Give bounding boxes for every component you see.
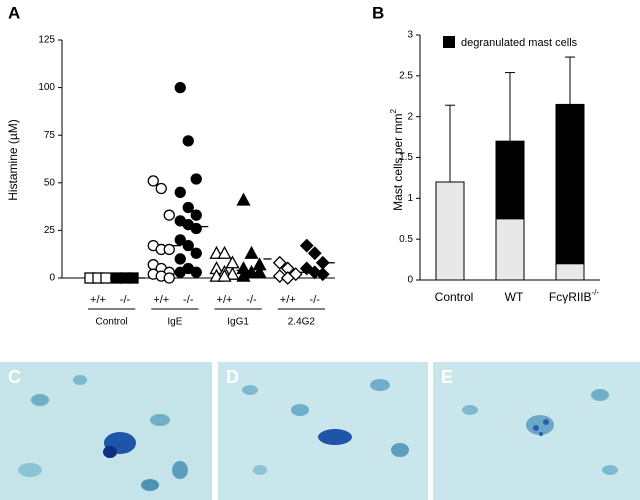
point [236,268,251,282]
y-tick-label: 1 [407,193,413,204]
point [236,192,251,206]
point [174,81,186,94]
y-tick-label: 0 [407,275,413,286]
bar-segment [555,103,585,265]
point [100,272,112,284]
y-axis-label: Mast cells per mm2 [389,109,405,211]
y-axis-label-sup: 2 [389,109,398,114]
legend-label: degranulated mast cells [461,37,578,49]
panel-label: B [372,3,384,22]
point [315,267,330,282]
x-tick-label-text: WT [505,290,524,304]
point [182,201,194,214]
x-tick-label-text: FcγRIIB [549,290,592,304]
point [217,268,232,282]
group-label: IgG1 [227,317,249,328]
point [190,247,202,259]
point [182,239,194,252]
point [155,182,167,195]
y-tick-label: 0 [49,273,55,284]
group-label: 2.4G2 [288,317,316,328]
subgroup-label: -/- [310,294,321,306]
y-tick-label: 75 [44,130,56,141]
bar-segment [495,218,525,281]
micrograph-label: D [226,367,239,387]
point [174,266,186,278]
point [252,264,267,278]
x-tick-label: WT [505,290,524,304]
subgroup-label: -/- [183,294,194,306]
point [190,266,202,278]
point [307,246,322,261]
bar-segment [435,181,465,281]
point [190,209,202,221]
y-axis-label: Histamine (µM) [6,119,20,201]
micrograph-label: E [441,367,453,387]
micrograph-d [218,362,428,500]
y-tick-label: 2 [407,111,413,122]
y-tick-label: 25 [44,225,56,236]
point [225,266,240,280]
y-tick-label: 50 [44,177,56,188]
y-tick-label: 100 [38,82,55,93]
point [272,255,287,270]
x-tick-label-text: Control [435,290,474,304]
point [174,234,186,246]
x-tick-label: FcγRIIB-/- [549,288,600,304]
point [217,245,232,259]
subgroup-label: +/+ [153,294,169,306]
point [163,243,175,256]
point [280,271,295,285]
micrograph-label: C [8,367,21,387]
group-label: Control [96,317,128,328]
point [163,209,175,221]
bar-segment [555,263,585,281]
y-tick-label: 125 [38,35,55,46]
point [147,175,159,187]
subgroup-label: +/+ [217,294,233,306]
point [182,135,194,147]
point [244,245,259,259]
subgroup-label: -/- [120,294,131,306]
x-tick-label-sup: -/- [592,288,600,297]
y-axis-label-text: Mast cells per mm [391,114,405,211]
y-tick-label: 0.5 [399,234,413,245]
y-tick-label: 2.5 [399,70,413,81]
group-label: IgE [167,317,182,328]
subgroup-label: +/+ [90,294,106,306]
point [163,272,175,284]
micrograph-e [433,362,640,500]
subgroup-label: +/+ [280,294,296,306]
y-tick-label: 1.5 [399,152,413,163]
x-tick-label: Control [435,290,474,304]
point [190,173,202,185]
point [174,253,186,265]
point [190,222,202,235]
bar-segment [495,140,525,220]
legend-swatch [443,36,455,48]
micrograph-c [0,362,212,500]
point [299,238,314,253]
panel-label: A [8,3,20,22]
subgroup-label: -/- [246,294,257,306]
y-tick-label: 3 [407,30,413,41]
point [174,186,186,198]
point [127,272,139,284]
